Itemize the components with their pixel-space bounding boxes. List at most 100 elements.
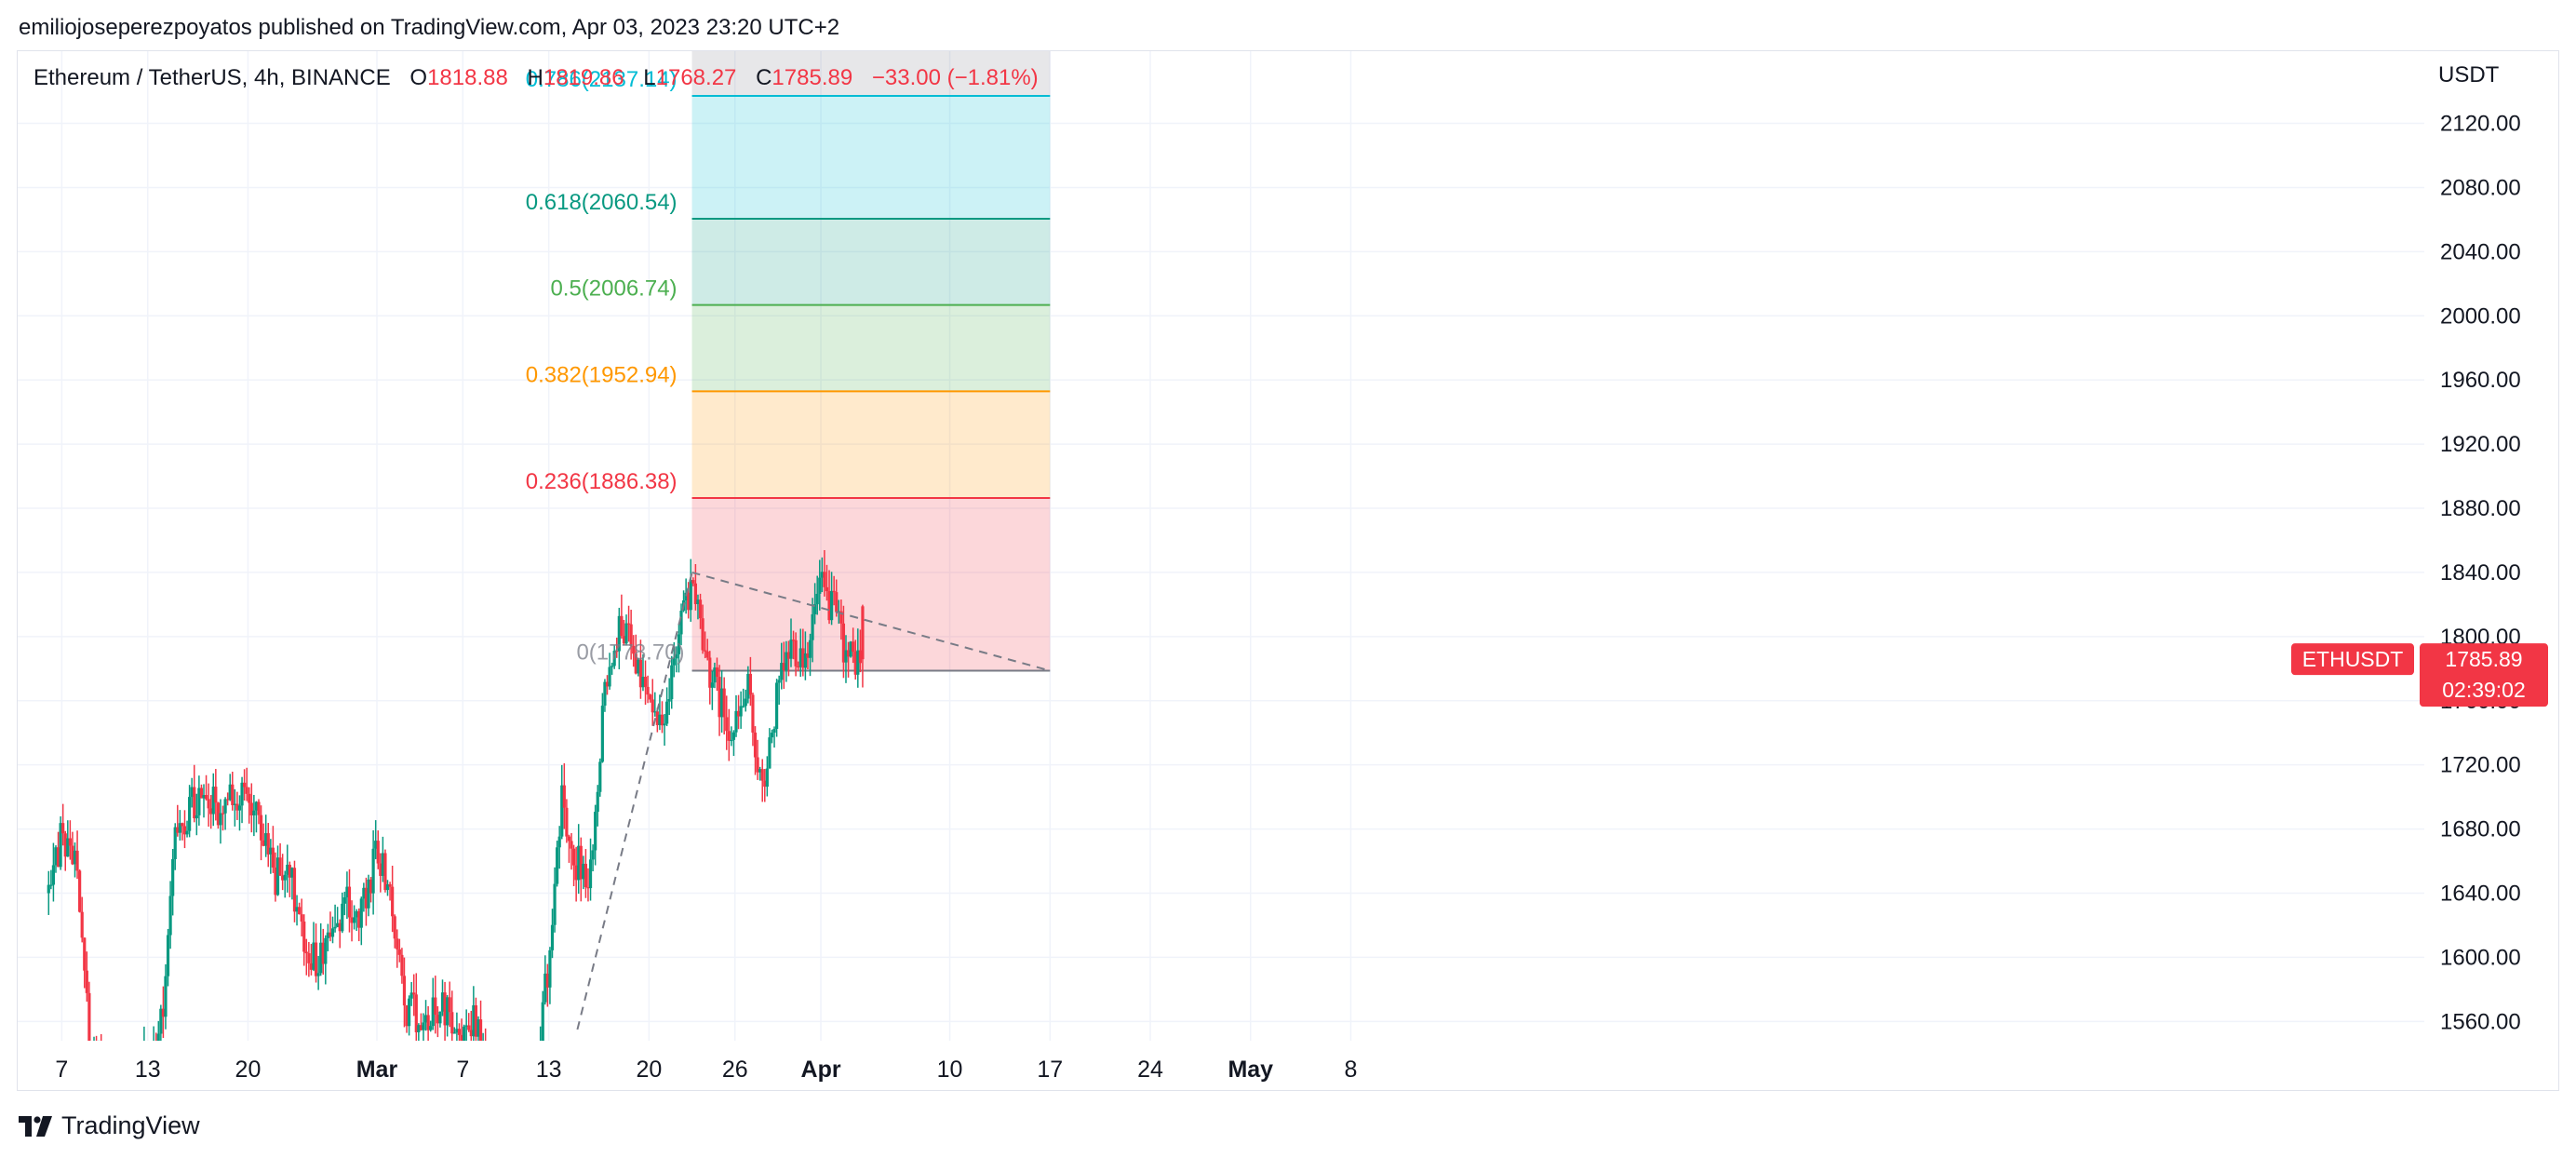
candle-body bbox=[248, 793, 251, 803]
candle-body bbox=[818, 577, 822, 594]
candle-body bbox=[290, 868, 294, 878]
candle-body bbox=[603, 681, 607, 707]
candle-body bbox=[281, 875, 285, 881]
candle-body bbox=[689, 580, 692, 611]
candle-body bbox=[391, 886, 395, 917]
candle-body bbox=[264, 833, 268, 846]
time-tick-label: 8 bbox=[1345, 1057, 1358, 1083]
candle-body bbox=[756, 757, 759, 773]
candle-body bbox=[491, 1069, 494, 1075]
candle-body bbox=[345, 886, 349, 898]
candle-body bbox=[469, 1030, 473, 1037]
candle-body bbox=[696, 599, 700, 605]
candle-body bbox=[68, 838, 72, 846]
candle-body bbox=[83, 937, 87, 971]
candle-body bbox=[195, 815, 198, 819]
candle-body bbox=[600, 706, 604, 762]
candle-body bbox=[626, 623, 631, 625]
candle-body bbox=[379, 863, 382, 876]
candle-body bbox=[541, 1002, 544, 1041]
candle-body bbox=[223, 799, 227, 814]
candle-body bbox=[295, 907, 299, 912]
candle-body bbox=[775, 682, 779, 730]
candle-body bbox=[679, 611, 683, 635]
candle-body bbox=[667, 699, 671, 702]
candle-body bbox=[367, 879, 370, 909]
legend-close-label: C bbox=[756, 65, 772, 90]
candle-body bbox=[577, 845, 581, 881]
candle-body bbox=[722, 688, 726, 718]
fib-zone bbox=[691, 95, 1051, 219]
candle-body bbox=[545, 973, 549, 988]
candle-body bbox=[677, 634, 681, 654]
candle-body bbox=[61, 823, 65, 834]
price-tick-label: 1560.00 bbox=[2440, 1009, 2521, 1034]
candle-body bbox=[393, 916, 396, 939]
candle-body bbox=[431, 997, 435, 1027]
candle-body bbox=[744, 698, 747, 707]
candle-body bbox=[426, 1015, 430, 1030]
tradingview-logo-icon bbox=[19, 1115, 54, 1137]
candle-body bbox=[56, 847, 60, 868]
legend-close-value: 1785.89 bbox=[771, 65, 853, 90]
candle-body bbox=[109, 1071, 112, 1076]
candle-body bbox=[112, 1073, 114, 1076]
legend-symbol[interactable]: Ethereum / TetherUS, 4h, BINANCE bbox=[34, 65, 391, 90]
candle-body bbox=[209, 808, 213, 815]
candle-body bbox=[292, 868, 297, 912]
candle-body bbox=[414, 994, 418, 1032]
candle-body bbox=[326, 932, 329, 938]
candle-body bbox=[687, 592, 691, 611]
chart-frame[interactable] bbox=[17, 50, 2559, 1091]
fib-extension[interactable] bbox=[691, 51, 1051, 672]
time-tick-label: 20 bbox=[235, 1057, 262, 1083]
candle-body bbox=[794, 640, 798, 667]
candle-body bbox=[715, 667, 719, 678]
candle-body bbox=[739, 706, 743, 717]
candle-body bbox=[374, 841, 378, 849]
candle-body bbox=[171, 859, 175, 896]
candle-body bbox=[550, 924, 555, 950]
candle-body bbox=[588, 859, 593, 889]
candle-body bbox=[199, 788, 204, 799]
candle-body bbox=[727, 731, 731, 741]
candle-body bbox=[161, 1008, 166, 1017]
price-tick-label: 2040.00 bbox=[2440, 239, 2521, 264]
candle-body bbox=[85, 970, 88, 993]
trend-lines[interactable] bbox=[576, 571, 1051, 1030]
candle-body bbox=[560, 785, 564, 837]
candle-body bbox=[586, 887, 590, 889]
candle-body bbox=[438, 1011, 442, 1024]
candle-body bbox=[237, 805, 242, 811]
candle-body bbox=[173, 827, 177, 860]
candle-body bbox=[231, 784, 235, 805]
candle-body bbox=[114, 1073, 117, 1081]
candle-body bbox=[371, 848, 375, 894]
symbol-tag-label: ETHUSDT bbox=[2302, 647, 2404, 671]
candle-body bbox=[782, 663, 785, 670]
price-tag-countdown: 02:39:02 bbox=[2442, 678, 2526, 702]
candle-body bbox=[772, 729, 776, 734]
candle-body bbox=[637, 659, 640, 674]
candle-body bbox=[190, 787, 194, 798]
candle-body bbox=[412, 992, 416, 995]
footer[interactable]: TradingView bbox=[19, 1111, 200, 1140]
candle-body bbox=[513, 1147, 516, 1158]
candle-body bbox=[233, 803, 236, 805]
candle-body bbox=[672, 658, 676, 666]
candle-body bbox=[121, 1062, 124, 1070]
candle-body bbox=[383, 853, 387, 891]
candle-body bbox=[333, 926, 337, 929]
candle-body bbox=[730, 739, 733, 742]
candle-body bbox=[316, 973, 320, 976]
candle-body bbox=[820, 572, 824, 578]
candle-body bbox=[823, 572, 826, 587]
candle-body bbox=[832, 590, 836, 593]
fib-zone-top bbox=[691, 51, 1051, 96]
candle-body bbox=[634, 653, 637, 674]
candle-body bbox=[405, 1005, 409, 1027]
candle-body bbox=[388, 883, 392, 887]
candle-body bbox=[396, 938, 399, 949]
candle-body bbox=[835, 592, 839, 613]
